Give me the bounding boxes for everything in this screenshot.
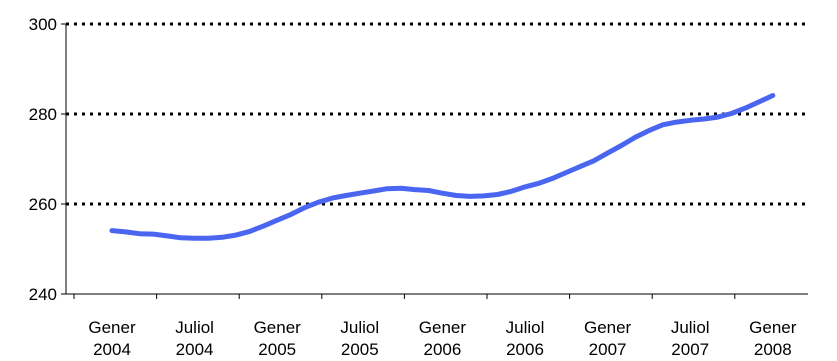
- x-tick-label-line: 2008: [754, 340, 792, 359]
- x-tick-label-line: Juliol: [340, 318, 379, 337]
- x-tick-label: Gener 2004: [88, 318, 136, 359]
- x-tick-label: Gener 2005: [254, 318, 302, 359]
- x-tick-label-line: 2006: [423, 340, 461, 359]
- x-tick-label: Juliol 2004: [175, 318, 214, 359]
- x-tick-label: Gener 2007: [584, 318, 632, 359]
- x-tick-label-line: 2005: [258, 340, 296, 359]
- x-tick-label-line: Juliol: [506, 318, 545, 337]
- x-tick-label: Juliol 2005: [340, 318, 379, 359]
- series-line: [109, 93, 776, 241]
- x-tick-label-line: 2004: [176, 340, 214, 359]
- x-tick-label-line: Gener: [88, 318, 136, 337]
- y-tick-label: 240: [29, 285, 57, 304]
- gridlines: [66, 22, 808, 206]
- x-tick-label-line: 2004: [93, 340, 131, 359]
- x-tick-label-line: 2007: [671, 340, 709, 359]
- x-tick-label: Juliol 2006: [506, 318, 545, 359]
- x-tick-label-line: Gener: [254, 318, 302, 337]
- x-tick-label-line: Gener: [749, 318, 797, 337]
- x-tick-label: Gener 2006: [419, 318, 467, 359]
- y-tick-label: 260: [29, 195, 57, 214]
- x-tick-label-line: Juliol: [671, 318, 710, 337]
- x-tick-label: Gener 2008: [749, 318, 797, 359]
- x-tick-label-line: Gener: [419, 318, 467, 337]
- y-tick-label: 280: [29, 105, 57, 124]
- axes: [65, 24, 808, 295]
- series: [109, 93, 776, 241]
- x-tick-label: Juliol 2007: [671, 318, 710, 359]
- x-tick-label-line: Juliol: [175, 318, 214, 337]
- x-tick-label-line: 2007: [589, 340, 627, 359]
- x-tick-label-line: 2005: [341, 340, 379, 359]
- y-axis-ticks: 240 260 280 300: [29, 15, 66, 304]
- y-tick-label: 300: [29, 15, 57, 34]
- x-tick-label-line: Gener: [584, 318, 632, 337]
- x-tick-label-line: 2006: [506, 340, 544, 359]
